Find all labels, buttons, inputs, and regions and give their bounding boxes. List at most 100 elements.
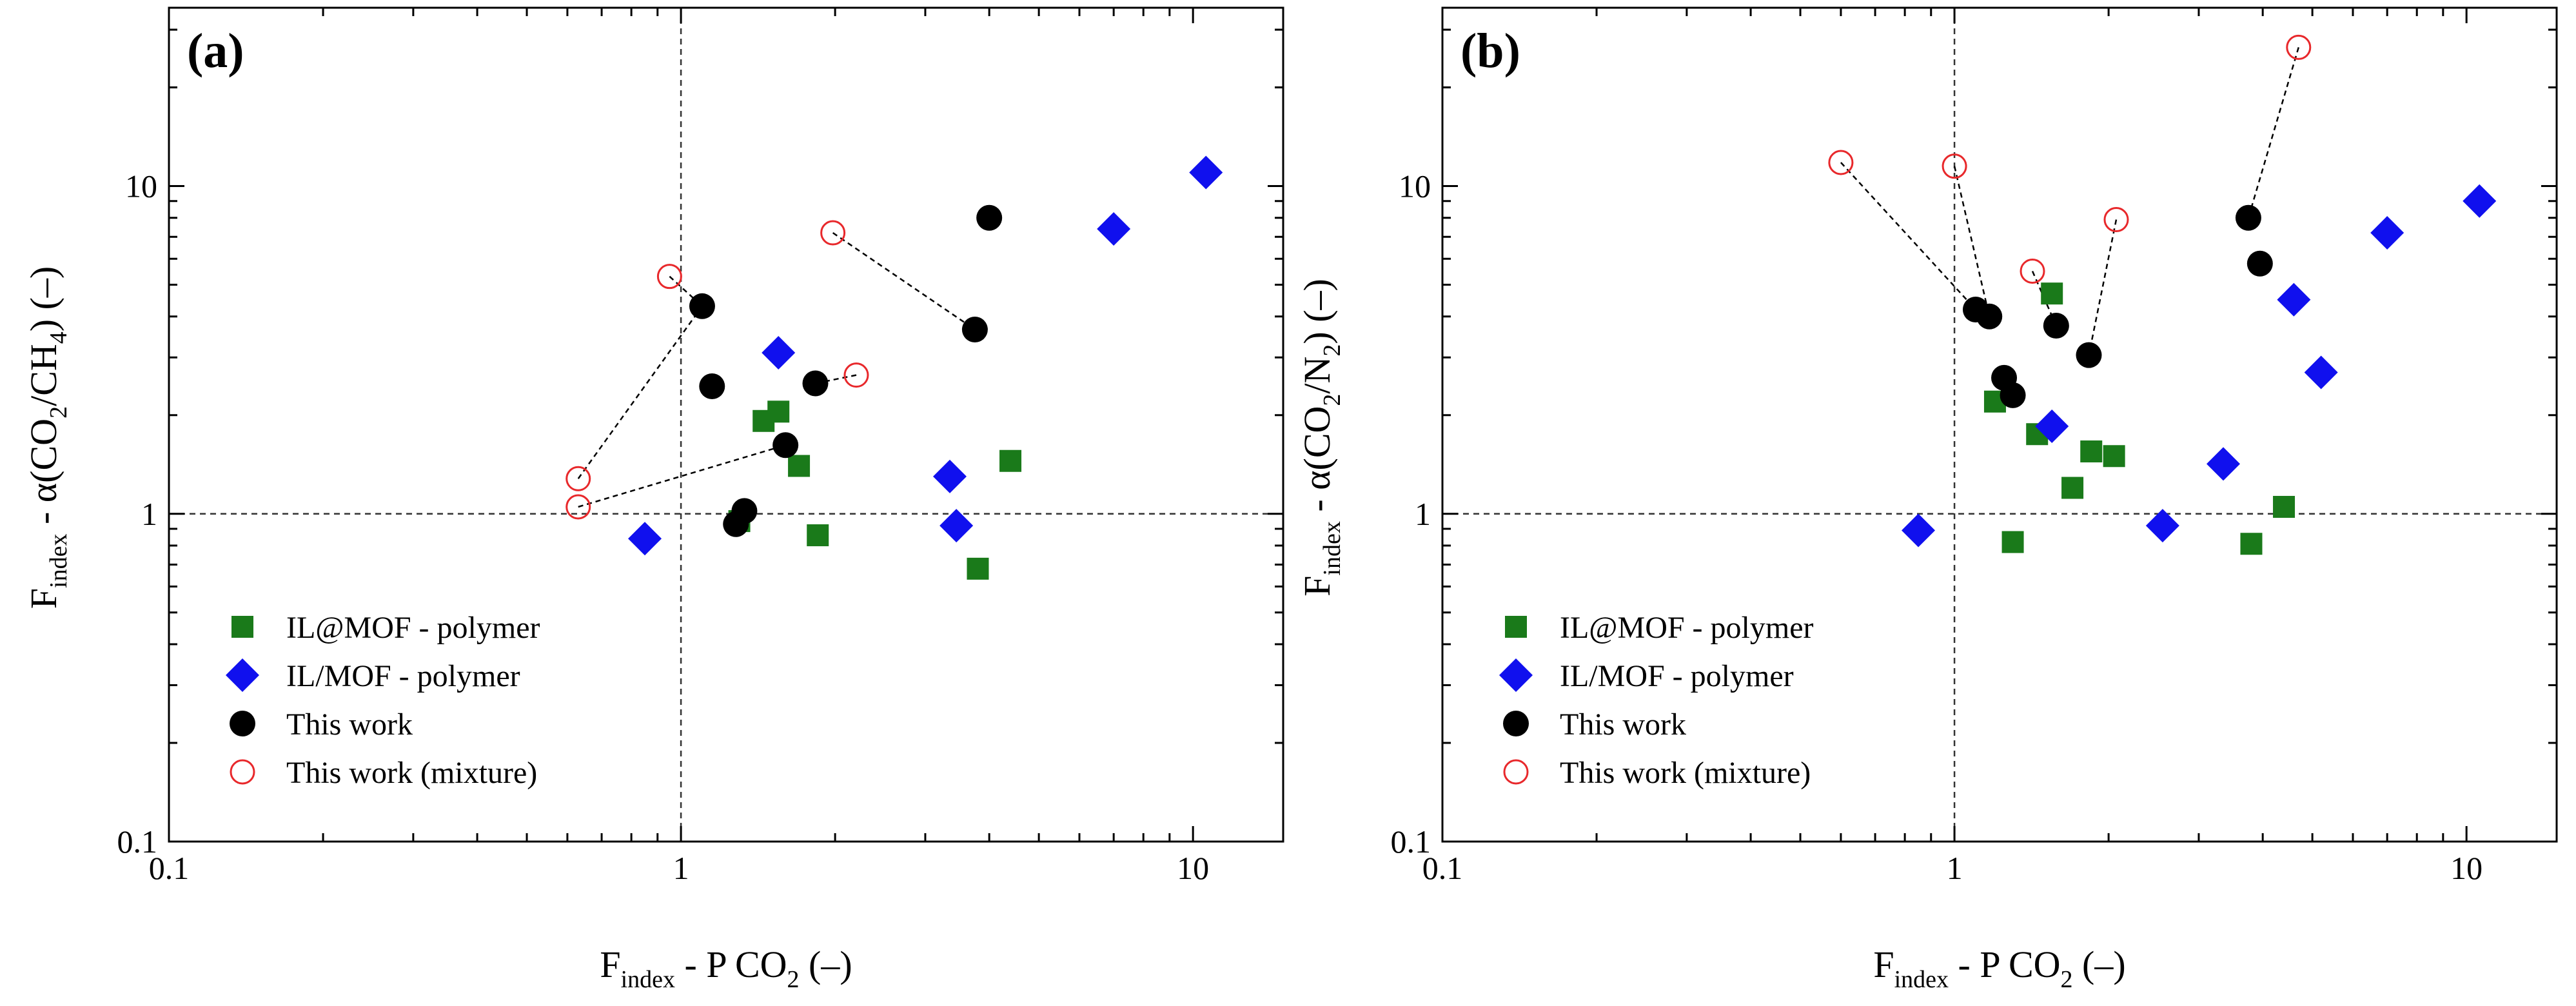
data-point bbox=[2370, 216, 2404, 250]
legend-marker bbox=[226, 658, 259, 692]
data-point bbox=[2247, 250, 2273, 277]
connection-line bbox=[1953, 166, 1991, 317]
data-point bbox=[976, 204, 1003, 231]
data-point bbox=[2035, 409, 2069, 443]
data-point bbox=[2061, 477, 2084, 499]
connection-line bbox=[1840, 162, 1976, 310]
data-point bbox=[565, 494, 591, 520]
data-point bbox=[689, 293, 715, 319]
series-1 bbox=[1902, 184, 2497, 547]
connection-lines bbox=[1840, 47, 2299, 355]
legend-marker bbox=[230, 711, 255, 736]
x-tick-label: 0.1 bbox=[1422, 850, 1463, 886]
plot-frame bbox=[168, 6, 1284, 843]
data-point bbox=[2103, 445, 2125, 468]
data-point bbox=[2080, 440, 2103, 463]
data-point bbox=[2001, 531, 2024, 553]
panel-label: (b) bbox=[1460, 24, 1520, 78]
legend-marker bbox=[1503, 759, 1529, 785]
connection-line bbox=[577, 306, 703, 479]
data-point bbox=[565, 466, 591, 491]
y-tick-label: 0.1 bbox=[117, 824, 158, 860]
data-point bbox=[1976, 303, 2003, 330]
legend-label: IL@MOF - polymer bbox=[286, 611, 540, 645]
data-point bbox=[767, 400, 790, 423]
connection-line bbox=[815, 374, 857, 384]
legend-marker bbox=[231, 616, 253, 638]
legend-marker bbox=[1505, 616, 1527, 638]
connection-lines bbox=[577, 232, 976, 508]
series-3 bbox=[565, 220, 869, 520]
legend-marker bbox=[1503, 711, 1529, 736]
panel-b: 0.1 1 10 0.1 1 10 Findex - P CO2 (–) Findex - α… bbox=[1296, 6, 2558, 993]
data-point bbox=[843, 362, 869, 388]
legend-marker bbox=[230, 759, 255, 785]
data-point bbox=[820, 220, 846, 246]
legend-label: This work (mixture) bbox=[286, 756, 537, 790]
data-point bbox=[656, 264, 682, 290]
series-1 bbox=[628, 155, 1223, 556]
connection-line bbox=[832, 232, 976, 331]
data-point bbox=[961, 316, 988, 342]
data-point bbox=[2304, 355, 2338, 390]
series-3 bbox=[1828, 34, 2312, 284]
axis-ticks bbox=[168, 8, 1283, 843]
data-point bbox=[1902, 513, 1936, 547]
connection-line bbox=[578, 444, 786, 508]
data-point bbox=[628, 522, 662, 556]
y-tick-label: 1 bbox=[1415, 496, 1431, 532]
x-tick-label: 1 bbox=[1947, 850, 1963, 886]
data-point bbox=[807, 524, 829, 547]
axis-ticks bbox=[1441, 8, 2557, 843]
data-point bbox=[2207, 447, 2241, 481]
series-2 bbox=[689, 204, 1003, 537]
y-tick-label: 0.1 bbox=[1391, 824, 1431, 860]
legend-label: IL@MOF - polymer bbox=[1560, 611, 1814, 645]
data-point bbox=[762, 336, 796, 370]
series-0 bbox=[728, 400, 1022, 580]
x-tick-label: 10 bbox=[1177, 850, 1209, 886]
data-point bbox=[2240, 533, 2263, 555]
y-axis-label: Findex - α(CO2/N2) (–) bbox=[1296, 279, 1346, 597]
data-point bbox=[731, 498, 758, 524]
data-point bbox=[699, 373, 725, 399]
data-point bbox=[2103, 207, 2129, 233]
data-point bbox=[2235, 204, 2261, 231]
x-tick-label: 1 bbox=[673, 850, 689, 886]
panel-label: (a) bbox=[187, 24, 244, 78]
data-point bbox=[2020, 258, 2045, 284]
connection-line bbox=[2088, 219, 2118, 355]
legend-label: This work (mixture) bbox=[1560, 756, 1811, 790]
data-point bbox=[2041, 282, 2063, 305]
series-0 bbox=[1983, 282, 2296, 555]
data-point bbox=[1189, 155, 1223, 190]
data-point bbox=[2145, 509, 2179, 543]
legend: IL@MOF - polymer IL/MOF - polymer This wor… bbox=[226, 611, 540, 790]
panel-a: 0.1 1 10 0.1 1 10 Findex - P CO2 (–) Findex - α… bbox=[23, 6, 1284, 993]
data-point bbox=[2277, 282, 2311, 317]
data-point bbox=[1942, 153, 1967, 179]
data-point bbox=[2076, 342, 2102, 368]
data-point bbox=[2273, 495, 2296, 518]
connection-line bbox=[2247, 47, 2299, 219]
data-point bbox=[788, 455, 811, 477]
data-point bbox=[933, 459, 967, 493]
data-point bbox=[1828, 150, 1854, 175]
legend: IL@MOF - polymer IL/MOF - polymer This wor… bbox=[1499, 611, 1814, 790]
data-point bbox=[2043, 313, 2069, 339]
data-point bbox=[1097, 212, 1131, 246]
x-axis-label: Findex - P CO2 (–) bbox=[600, 943, 852, 993]
data-point bbox=[802, 370, 829, 397]
legend-label: IL/MOF - polymer bbox=[286, 659, 520, 693]
y-tick-label: 10 bbox=[1399, 168, 1431, 204]
data-point bbox=[2463, 184, 2497, 218]
legend-label: This work bbox=[286, 707, 413, 742]
y-tick-label: 1 bbox=[141, 496, 157, 532]
data-point bbox=[999, 449, 1022, 472]
legend-label: IL/MOF - polymer bbox=[1560, 659, 1794, 693]
data-point bbox=[2286, 34, 2312, 60]
data-point bbox=[2000, 382, 2026, 408]
y-axis-label: Findex - α(CO2/CH4) (–) bbox=[23, 266, 72, 609]
x-tick-label: 0.1 bbox=[149, 850, 190, 886]
